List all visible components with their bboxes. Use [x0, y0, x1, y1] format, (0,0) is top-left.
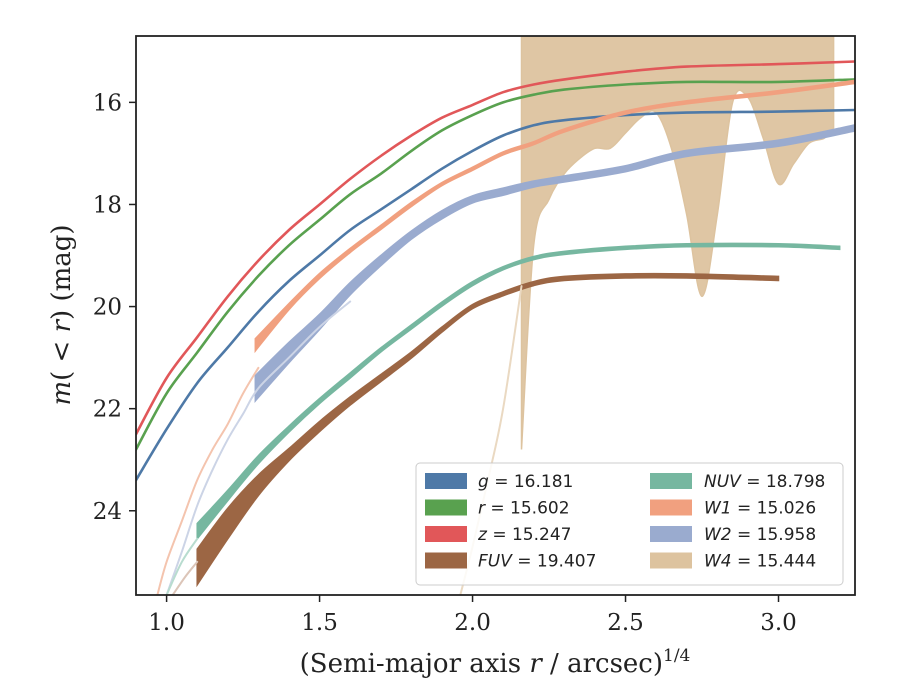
- series-w1-15-026-band: [254, 79, 855, 354]
- series-g-16-181-line: [136, 108, 855, 482]
- series-w4-15-444-band: [520, 36, 835, 450]
- legend-label-nuv-18-798: NUV = 18.798: [704, 472, 825, 492]
- legend: g = 16.181 r = 15.602 z = 15.247 FUV = 19.4…: [415, 462, 844, 586]
- y-tick-label: 24: [93, 499, 122, 525]
- band-layer: [520, 36, 835, 450]
- series-fuv-19-407-band: [196, 272, 780, 588]
- series-faint-9-line: [165, 300, 352, 595]
- legend-label-w2-15-958: W2 = 15.958: [704, 525, 816, 545]
- x-axis-ticks: 1.0 1.5 2.0 2.5 3.0: [148, 595, 797, 636]
- line-layer: [136, 60, 855, 595]
- legend-label-w4-15-444: W4 = 15.444: [704, 552, 816, 572]
- series-faint-12-line: [171, 560, 199, 595]
- x-tick-label: 2.0: [454, 610, 491, 636]
- legend-swatch-w1-15-026: [650, 499, 692, 516]
- series-faint-10-line: [156, 366, 260, 595]
- legend-box: [415, 462, 844, 586]
- series-faint-11-line: [165, 537, 199, 595]
- series-z-15-247-line: [136, 60, 855, 436]
- x-tick-label: 1.0: [148, 610, 185, 636]
- x-axis-label: (Semi-major axis r / arcsec)1/4: [300, 646, 691, 679]
- legend-label-g-16-181: g = 16.181: [478, 472, 573, 492]
- series-r-15-602-line: [136, 78, 855, 451]
- y-tick-label: 16: [93, 90, 122, 116]
- y-axis-label: m( < r) (mag): [47, 224, 77, 405]
- legend-swatch-nuv-18-798: [650, 473, 692, 489]
- legend-label-w1-15-026: W1 = 15.026: [704, 499, 816, 519]
- x-tick-label: 2.5: [607, 610, 644, 636]
- series-nuv-18-798-band: [196, 242, 841, 541]
- legend-swatch-w2-15-958: [650, 526, 692, 542]
- legend-swatch-w4-15-444: [650, 552, 692, 569]
- legend-swatch-g-16-181: [425, 473, 467, 489]
- y-axis-ticks: 16 18 20 22 24: [93, 90, 136, 525]
- plot-frame: [135, 35, 856, 596]
- legend-swatch-z-15-247: [425, 526, 467, 542]
- y-tick-label: 18: [93, 192, 122, 218]
- series-w2-15-958-band: [254, 124, 855, 403]
- legend-swatch-fuv-19-407: [425, 552, 467, 569]
- legend-label-fuv-19-407: FUV = 19.407: [478, 552, 596, 572]
- legend-swatch-r-15-602: [425, 499, 467, 516]
- x-tick-label: 1.5: [301, 610, 338, 636]
- x-tick-label: 3.0: [760, 610, 797, 636]
- y-tick-label: 20: [93, 295, 122, 321]
- legend-label-z-15-247: z = 15.247: [477, 525, 571, 545]
- y-tick-label: 22: [93, 397, 122, 423]
- legend-label-r-15-602: r = 15.602: [478, 499, 570, 519]
